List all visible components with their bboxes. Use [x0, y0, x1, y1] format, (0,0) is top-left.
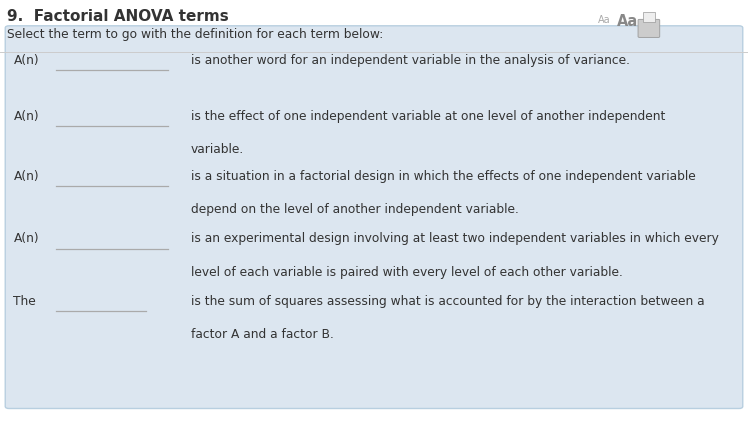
Text: factor A and a factor B.: factor A and a factor B. [191, 328, 334, 341]
Text: is the effect of one independent variable at one level of another independent: is the effect of one independent variabl… [191, 110, 665, 123]
Text: A(n): A(n) [13, 110, 39, 123]
Text: depend on the level of another independent variable.: depend on the level of another independe… [191, 203, 518, 216]
Text: is the sum of squares assessing what is accounted for by the interaction between: is the sum of squares assessing what is … [191, 295, 705, 307]
Text: Aa: Aa [598, 15, 611, 25]
Text: Select the term to go with the definition for each term below:: Select the term to go with the definitio… [7, 28, 384, 41]
FancyBboxPatch shape [638, 19, 660, 37]
Text: Aa: Aa [617, 14, 638, 29]
Text: The: The [13, 295, 36, 307]
Text: A(n): A(n) [13, 54, 39, 67]
Text: variable.: variable. [191, 143, 244, 156]
FancyBboxPatch shape [5, 26, 743, 408]
Text: is a situation in a factorial design in which the effects of one independent var: is a situation in a factorial design in … [191, 170, 696, 183]
Text: A(n): A(n) [13, 232, 39, 245]
Text: level of each variable is paired with every level of each other variable.: level of each variable is paired with ev… [191, 266, 622, 279]
Text: is another word for an independent variable in the analysis of variance.: is another word for an independent varia… [191, 54, 630, 67]
Text: 9.  Factorial ANOVA terms: 9. Factorial ANOVA terms [7, 9, 229, 25]
Text: is an experimental design involving at least two independent variables in which : is an experimental design involving at l… [191, 232, 719, 245]
Bar [643, 12, 655, 22]
Text: A(n): A(n) [13, 170, 39, 183]
